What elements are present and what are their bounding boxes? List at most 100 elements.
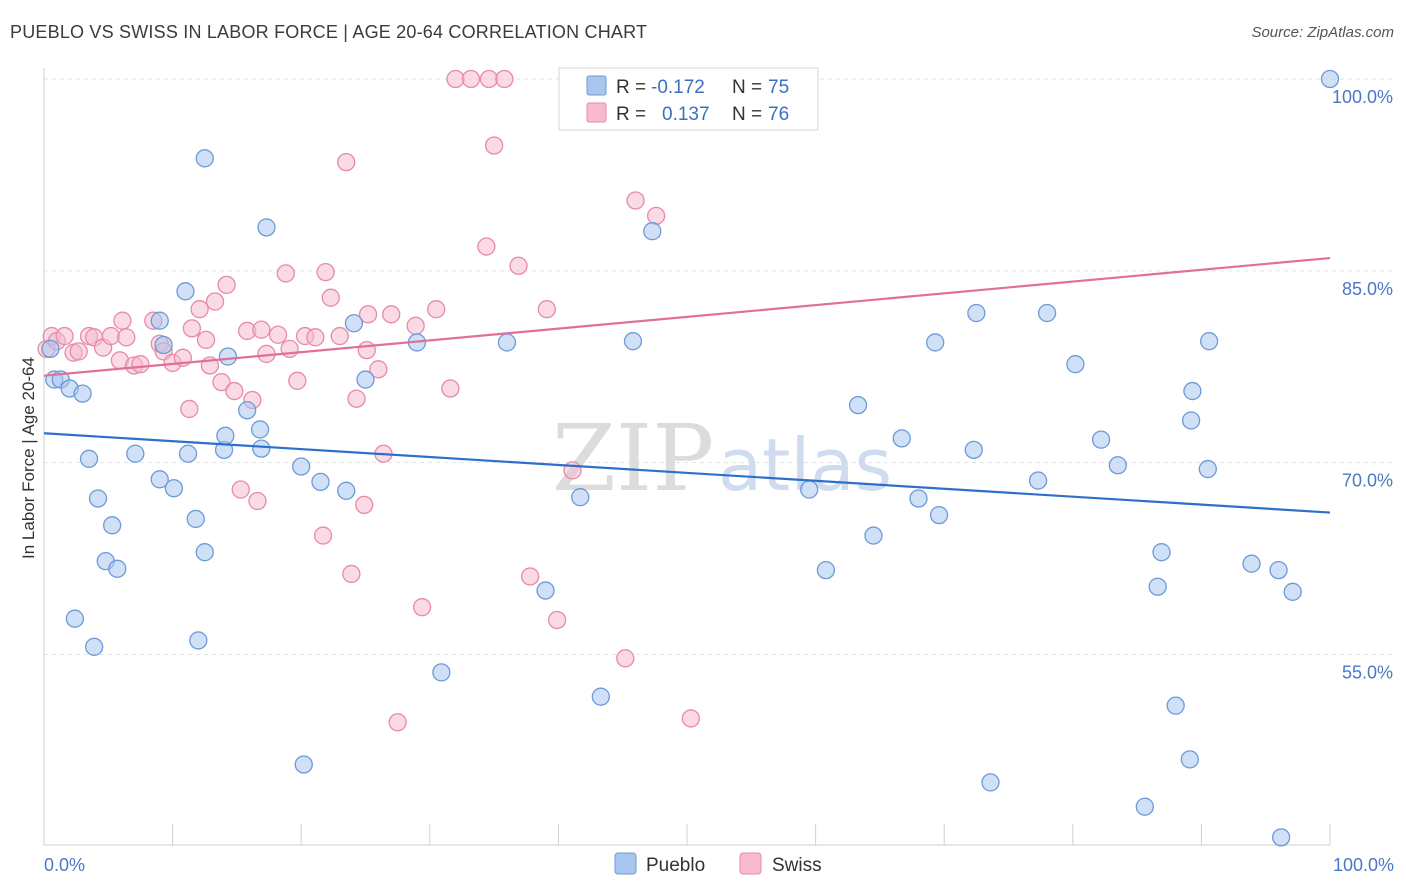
pueblo-point [257,218,276,237]
pueblo-point [65,609,85,628]
y-tick-label: 85.0% [1342,279,1393,299]
pueblo-point [176,282,195,301]
swiss-point [217,275,236,295]
swiss-point [252,320,271,339]
pueblo-point [1271,828,1291,847]
swiss-point [101,326,121,346]
pueblo-point [238,401,257,420]
pueblo-point [1269,560,1288,580]
pueblo-point [73,384,92,403]
pueblo-point [864,526,883,545]
pueblo-point [591,687,610,706]
bottom-legend-pueblo: Pueblo [646,855,705,876]
pueblo-point [571,488,590,507]
pueblo-point [356,370,375,389]
legend-swiss-r-label: R = [616,104,646,125]
legend-swiss-n-value: 76 [768,104,789,125]
axes [43,68,1331,846]
legend-swatch-pueblo [586,75,607,96]
pueblo-point [967,303,986,323]
pueblo-point [1148,577,1167,596]
swiss-point [248,491,267,511]
pueblo-points [41,69,1340,847]
swiss-point [190,300,209,319]
swiss-point [355,495,374,515]
legend-pueblo-n-value: 75 [768,77,789,98]
swiss-point [537,300,556,319]
swiss-point [205,292,225,311]
swiss-point [484,136,504,155]
pueblo-point [800,480,819,499]
swiss-point [131,355,150,374]
swiss-point [196,330,216,350]
swiss-point [446,69,465,89]
swiss-point [288,371,307,390]
swiss-point [337,152,356,172]
swiss-point [681,709,701,728]
swiss-point [182,319,202,338]
swiss-point [225,381,244,401]
pueblo-point [252,439,271,458]
swiss-point [347,389,366,408]
pueblo-point [337,481,356,500]
chart-title: PUEBLO VS SWISS IN LABOR FORCE | AGE 20-… [10,22,648,42]
pueblo-point [150,311,169,330]
x-tick-label: 100.0% [1333,855,1394,875]
swiss-points [37,69,701,732]
swiss-point [69,342,88,361]
pueblo-point [1108,456,1127,475]
swiss-point [330,326,349,346]
swiss-point [231,480,250,499]
pueblo-point [1028,471,1048,490]
pueblo-point [1180,750,1199,769]
x-tick-labels: 0.0% 100.0% [44,855,1394,875]
swiss-point [406,316,425,335]
pueblo-point [623,332,643,351]
swiss-point [113,311,132,330]
pueblo-point [1242,554,1261,573]
series-legend: Pueblo Swiss [614,852,822,876]
legend-swiss-r-value: 0.137 [662,104,710,125]
swiss-point [616,649,635,668]
swiss-point [316,262,335,282]
swiss-point [520,567,540,586]
pueblo-point [88,489,108,508]
pueblo-point [892,429,911,448]
swiss-point [547,610,567,630]
y-tick-label: 55.0% [1342,663,1393,683]
swiss-point [461,69,481,89]
swiss-point [479,69,499,89]
legend-pueblo-r-label: R = [616,77,646,98]
y-tick-labels: 55.0% 70.0% 85.0% 100.0% [1332,87,1393,683]
pueblo-point [1066,355,1085,374]
swiss-point [321,288,340,307]
pueblo-point [108,559,127,578]
bottom-swatch-swiss [739,852,762,875]
swiss-point [388,713,407,732]
swiss-point [342,564,361,584]
swiss-point [477,237,496,256]
pueblo-point [1181,411,1201,430]
pueblo-point [1198,459,1217,479]
pueblo-point [195,149,214,168]
pueblo-point [981,773,1000,792]
pueblo-point [1320,69,1340,89]
pueblo-point [150,470,169,489]
y-tick-label: 70.0% [1342,471,1393,491]
pueblo-point [186,509,205,529]
pueblo-point [85,637,104,656]
swiss-point [412,598,432,617]
pueblo-point [929,505,949,525]
pueblo-point [250,420,270,439]
pueblo-point [816,560,836,580]
pueblo-point [79,449,99,468]
legend-swatch-swiss [586,102,607,123]
swiss-point [427,300,446,319]
y-tick-label: 100.0% [1332,87,1393,107]
legend-pueblo-n-label: N = [732,77,762,98]
pueblo-point [497,333,517,352]
bottom-legend-swiss: Swiss [772,855,822,876]
pueblo-point [189,631,208,650]
pueblo-point [1152,543,1171,562]
